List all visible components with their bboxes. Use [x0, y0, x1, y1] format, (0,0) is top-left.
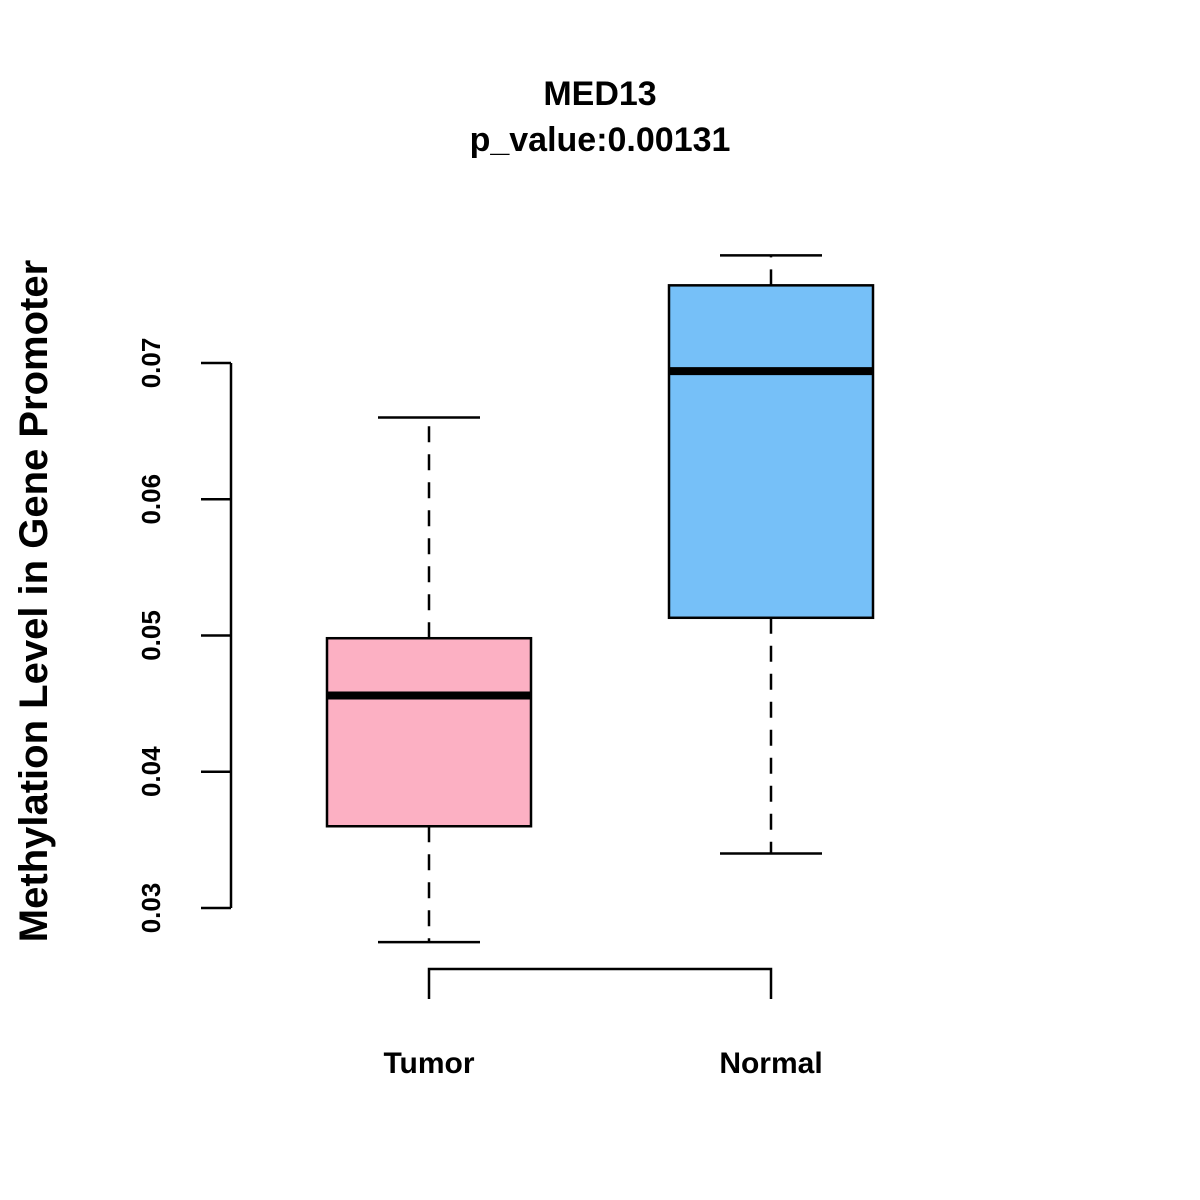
boxes-group	[325, 254, 875, 944]
chart-title: MED13	[543, 75, 656, 113]
comparison-bracket	[427, 967, 773, 999]
box-normal	[667, 254, 875, 855]
box-tumor	[325, 416, 533, 944]
iqr-box	[667, 284, 875, 620]
y-tick-label: 0.05	[136, 610, 166, 661]
y-tick-label: 0.06	[136, 474, 166, 525]
chart-subtitle: p_value:0.00131	[470, 121, 731, 159]
y-tick-label: 0.03	[136, 883, 166, 934]
category-label-normal: Normal	[719, 1047, 822, 1080]
category-labels: Tumor Normal	[383, 1047, 822, 1080]
y-tick-label: 0.04	[136, 746, 166, 797]
comparison-bracket-group	[427, 967, 773, 999]
y-axis-label: Methylation Level in Gene Promoter	[12, 260, 56, 942]
y-axis: 0.03 0.04 0.05 0.06 0.07	[136, 338, 233, 934]
category-label-tumor: Tumor	[383, 1047, 474, 1080]
iqr-box	[325, 636, 533, 828]
y-tick-label: 0.07	[136, 338, 166, 389]
